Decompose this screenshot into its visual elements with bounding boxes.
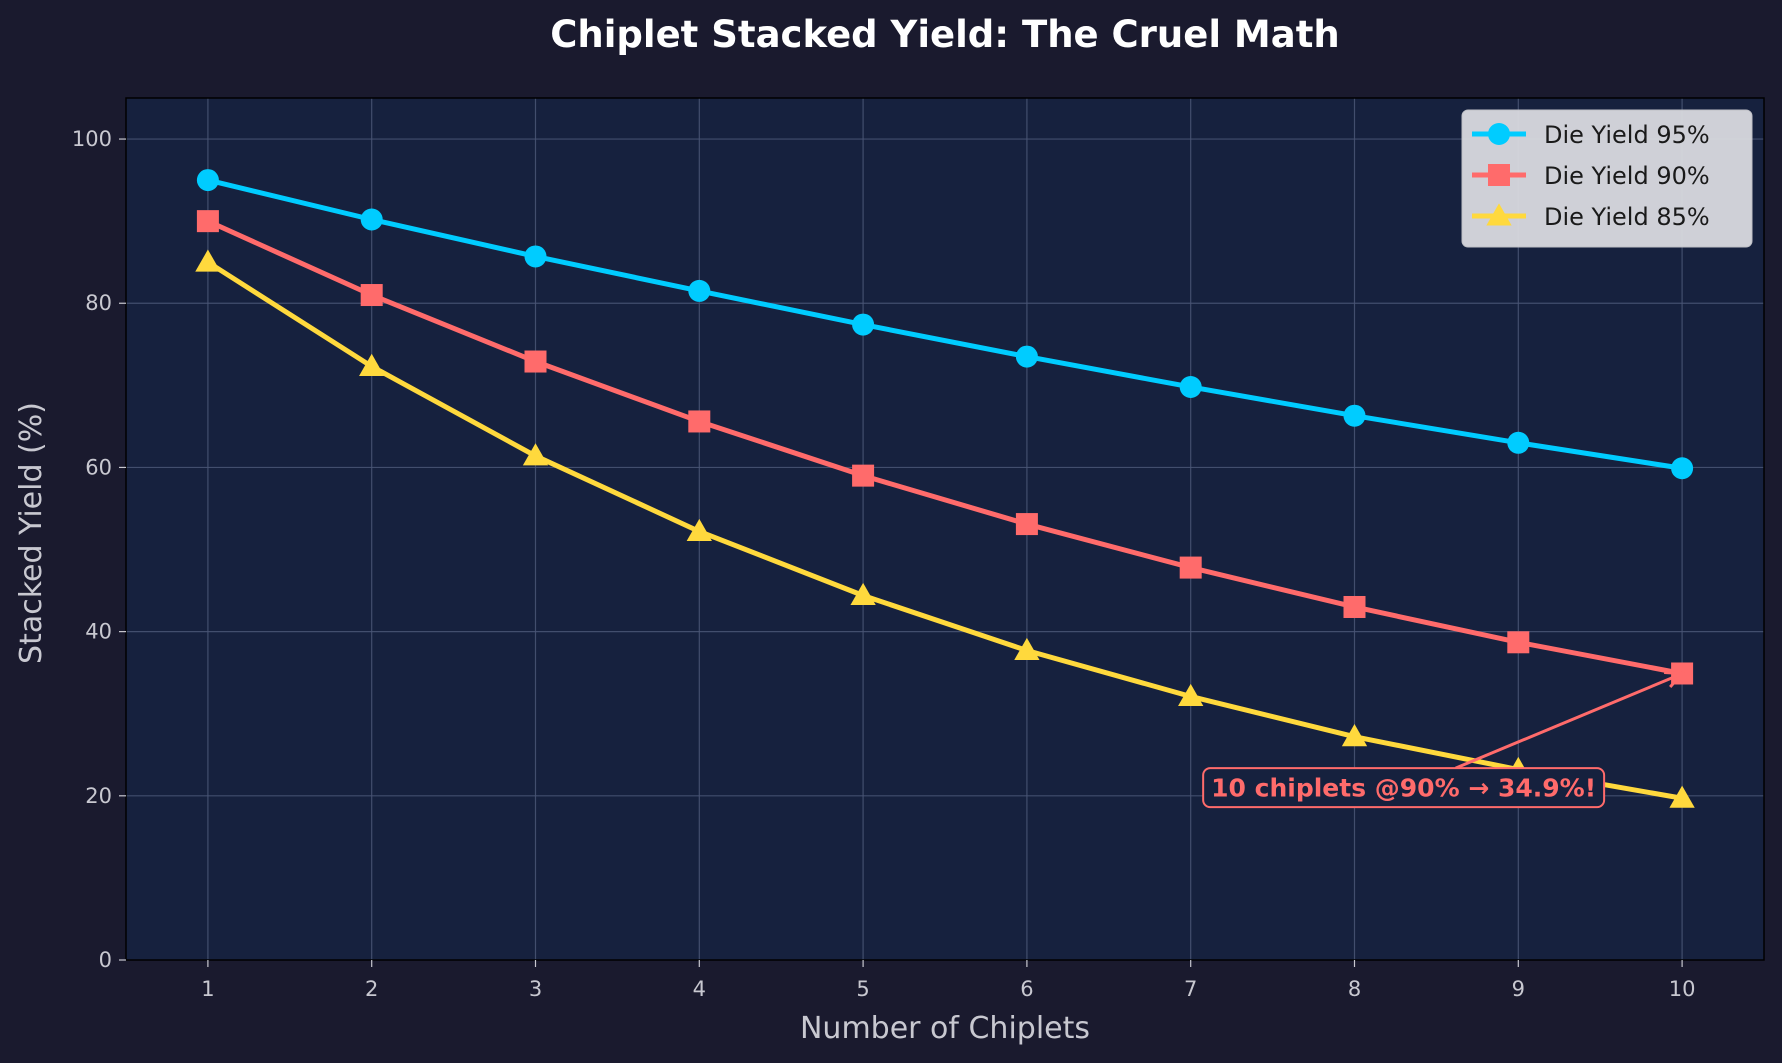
chart-title: Chiplet Stacked Yield: The Cruel Math (550, 13, 1340, 56)
legend-item: Die Yield 85% (1472, 203, 1710, 231)
x-axis-label: Number of Chiplets (800, 1011, 1090, 1046)
data-point (850, 582, 876, 605)
annotation-group: 10 chiplets @90% → 34.9%! (1202, 671, 1686, 809)
data-point (1341, 724, 1368, 747)
data-point (852, 313, 875, 336)
x-tick-label: 3 (529, 977, 542, 1001)
data-point (1343, 404, 1366, 427)
data-point (1669, 785, 1695, 808)
data-point (524, 245, 547, 268)
x-tick-label: 6 (1020, 977, 1033, 1001)
annotation-arrow (1455, 673, 1681, 770)
x-tick-label: 9 (1512, 977, 1525, 1001)
annotation-box (1202, 767, 1606, 809)
y-tick-label: 0 (99, 948, 112, 972)
data-point (1179, 556, 1202, 579)
series-group (195, 169, 1695, 808)
x-tick-label: 1 (201, 977, 214, 1001)
data-point (1179, 375, 1202, 398)
legend-label: Die Yield 90% (1544, 162, 1710, 190)
x-tick-label: 10 (1669, 977, 1696, 1001)
legend-label: Die Yield 95% (1544, 121, 1710, 149)
legend-box (1461, 109, 1753, 248)
annotation-arrowhead (1664, 671, 1686, 688)
data-point (1507, 631, 1530, 654)
data-point (1671, 457, 1694, 480)
annotation: 10 chiplets @90% → 34.9%! (1202, 671, 1686, 809)
data-point (1343, 595, 1366, 618)
x-tick-label: 8 (1348, 977, 1361, 1001)
plot-frame (125, 97, 1765, 961)
series-square (196, 210, 1694, 685)
data-point (196, 169, 219, 192)
legend-label: Die Yield 85% (1544, 203, 1710, 231)
y-tick-label: 20 (85, 784, 112, 808)
data-point (686, 518, 712, 541)
data-point (688, 410, 711, 433)
legend-marker (1486, 203, 1512, 226)
x-tick-label: 2 (365, 977, 378, 1001)
legend-item: Die Yield 95% (1472, 121, 1710, 149)
data-point (196, 210, 219, 233)
series-circle (196, 169, 1694, 480)
y-axis-label: Stacked Yield (%) (14, 402, 49, 664)
data-point (359, 353, 385, 376)
data-point (524, 350, 547, 373)
series-triangle (195, 249, 1695, 808)
series-line (205, 177, 1685, 471)
y-tick-label: 40 (85, 620, 112, 644)
data-point (195, 249, 221, 272)
series-line (205, 218, 1685, 676)
legend: Die Yield 95% Die Yield 90% Die Yield 85% (1461, 109, 1753, 248)
data-point (1014, 637, 1040, 660)
x-tick-label: 4 (693, 977, 706, 1001)
data-point (852, 464, 875, 487)
data-point (360, 208, 383, 231)
x-tick-label: 7 (1184, 977, 1197, 1001)
y-tick-label: 60 (85, 455, 112, 479)
legend-marker (1488, 164, 1510, 186)
y-tick-label: 100 (72, 127, 112, 151)
legend-item: Die Yield 90% (1472, 162, 1710, 190)
series-line (205, 259, 1685, 801)
data-point (1507, 431, 1530, 454)
data-point (1015, 345, 1038, 368)
data-point (1015, 513, 1038, 536)
annotation-text: 10 chiplets @90% → 34.9%! (1211, 774, 1596, 803)
grid (126, 98, 1764, 960)
data-point (360, 284, 383, 307)
data-point (688, 279, 711, 302)
y-tick-label: 80 (85, 291, 112, 315)
data-point (522, 443, 549, 466)
data-point (1178, 683, 1204, 706)
x-tick-label: 5 (856, 977, 869, 1001)
legend-marker (1488, 123, 1510, 145)
